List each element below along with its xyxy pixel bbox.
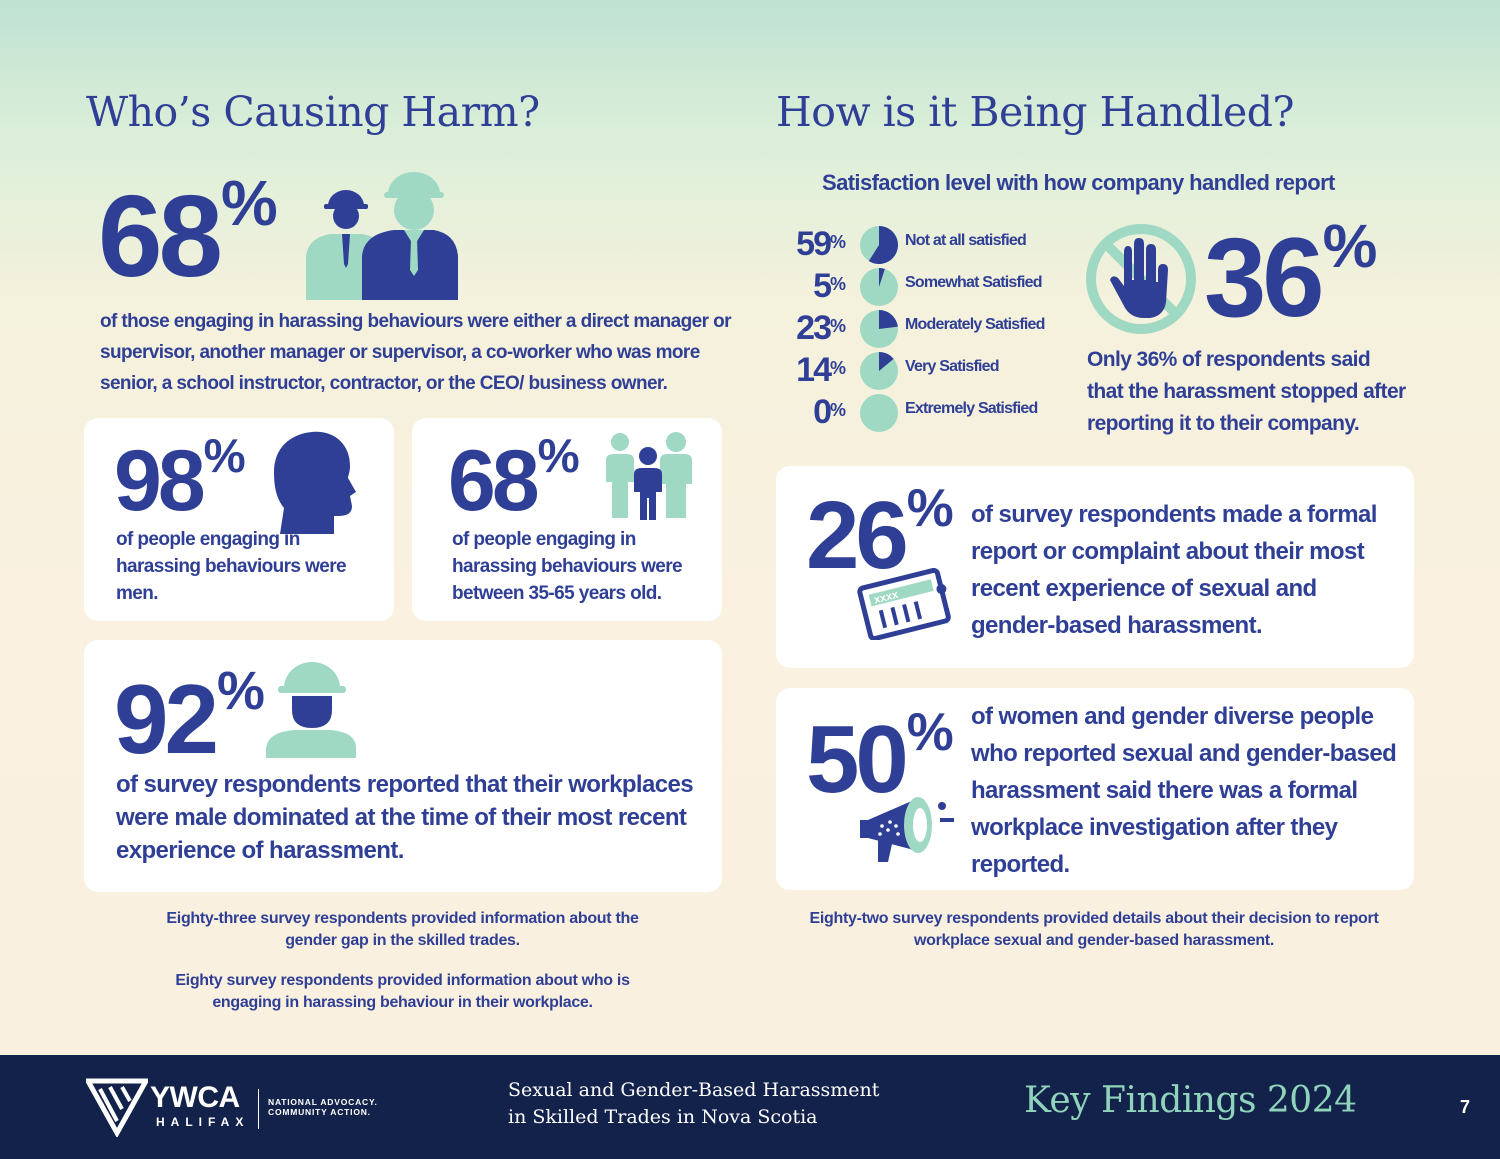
satisfaction-pie	[860, 310, 898, 348]
male-dominated-stat-card: 92% of survey respondents reported that …	[84, 640, 722, 892]
satisfaction-chart-title: Satisfaction level with how company hand…	[822, 170, 1335, 195]
stopped-stat-text: Only 36% of respondents said that the ha…	[1087, 348, 1406, 435]
footer-bar: YWCA HALIFAX NATIONAL ADVOCACY. COMMUNIT…	[0, 1055, 1500, 1159]
satisfaction-row: 0% Extremely Satisfied	[790, 392, 1080, 434]
male-head-icon	[274, 431, 356, 534]
satisfaction-value: 59%	[796, 225, 846, 263]
men-stat-number: 98%	[114, 430, 246, 529]
satisfaction-slice	[879, 268, 885, 287]
satisfaction-slice	[879, 352, 894, 371]
report-title: Sexual and Gender-Based Harassment in Sk…	[508, 1079, 880, 1128]
satisfaction-slice	[879, 310, 898, 329]
managers-stat-number: 68%	[98, 166, 278, 301]
age-stat-card: 68% of people engaging in harassing beha…	[412, 418, 722, 621]
managers-stat-text: of those engaging in harassing behaviour…	[100, 311, 731, 394]
satisfaction-slice	[868, 226, 898, 264]
formal-report-stat-text: of survey respondents made a formal repo…	[971, 501, 1377, 639]
ywca-logo-text: YWCA	[150, 1081, 240, 1114]
key-findings-label: Key Findings 2024	[1024, 1080, 1357, 1121]
logo-divider	[258, 1089, 259, 1129]
left-note-1: Eighty-three survey respondents provided…	[166, 910, 639, 949]
formal-report-stat-card: 26% xxxx of survey respondents made a fo…	[776, 466, 1414, 668]
investigation-stat-number: 50%	[806, 702, 954, 813]
ywca-tagline: NATIONAL ADVOCACY. COMMUNITY ACTION.	[268, 1097, 378, 1117]
satisfaction-value: 14%	[796, 351, 846, 389]
satisfaction-label: Very Satisfied	[905, 358, 1000, 375]
satisfaction-value: 5%	[813, 267, 846, 305]
satisfaction-row: 59% Not at all satisfied	[790, 224, 1080, 266]
male-dominated-stat-number: 92%	[114, 660, 265, 774]
men-stat-text: of people engaging in harassing behaviou…	[116, 529, 347, 604]
stopped-stat-number: 36%	[1204, 211, 1378, 340]
group-of-people-icon	[606, 432, 692, 520]
satisfaction-pie	[860, 394, 898, 432]
age-stat-number: 68%	[448, 430, 580, 529]
right-note: Eighty-two survey respondents provided d…	[809, 910, 1379, 949]
satisfaction-pie	[860, 352, 898, 390]
satisfaction-value: 23%	[796, 309, 846, 347]
svg-text:xxxx: xxxx	[873, 589, 901, 607]
left-section-title: Who’s Causing Harm?	[86, 88, 540, 136]
male-dominated-stat-text: of survey respondents reported that thei…	[116, 771, 694, 864]
satisfaction-label: Not at all satisfied	[905, 232, 1027, 249]
investigation-stat-card: 50% of women and gender diverse people w…	[776, 688, 1414, 890]
worker-hard-hat-icon	[266, 662, 356, 758]
satisfaction-row: 23% Moderately Satisfied	[790, 308, 1080, 350]
satisfaction-row: 14% Very Satisfied	[790, 350, 1080, 392]
ywca-logo-subtext: HALIFAX	[156, 1115, 250, 1129]
formal-report-stat-number: 26%	[806, 478, 954, 589]
men-stat-card: 98% of people engaging in harassing beha…	[84, 418, 394, 621]
satisfaction-value: 0%	[813, 393, 846, 431]
satisfaction-row: 5% Somewhat Satisfied	[790, 266, 1080, 308]
left-note-2: Eighty survey respondents provided infor…	[175, 972, 630, 1011]
right-section-title: How is it Being Handled?	[776, 88, 1295, 136]
stop-hand-icon	[1086, 224, 1196, 334]
investigation-stat-text: of women and gender diverse people who r…	[971, 703, 1397, 878]
satisfaction-pie	[860, 268, 898, 306]
age-stat-text: of people engaging in harassing behaviou…	[452, 529, 683, 604]
managers-icon	[306, 172, 458, 300]
satisfaction-label: Somewhat Satisfied	[905, 274, 1043, 291]
megaphone-icon	[860, 797, 954, 862]
satisfaction-pie	[860, 226, 898, 264]
page-number: 7	[1460, 1097, 1471, 1117]
satisfaction-label: Extremely Satisfied	[905, 400, 1038, 417]
ywca-logo-icon	[86, 1078, 148, 1137]
clipboard-form-icon: xxxx	[857, 568, 951, 640]
satisfaction-label: Moderately Satisfied	[905, 316, 1045, 333]
